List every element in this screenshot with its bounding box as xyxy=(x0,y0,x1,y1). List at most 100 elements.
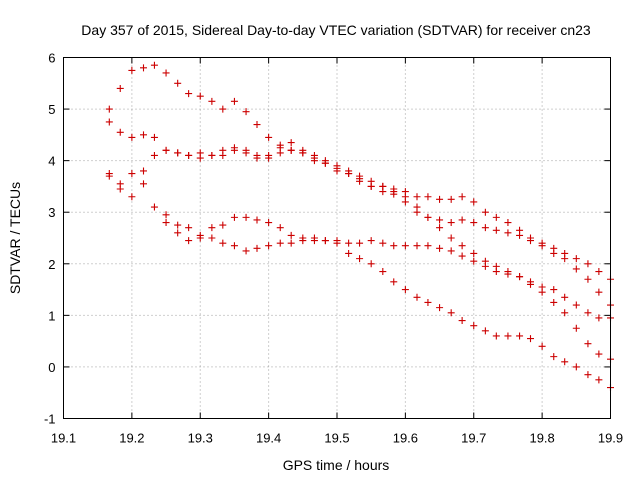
y-tick-label: 2 xyxy=(48,257,55,272)
data-point xyxy=(230,146,238,154)
data-point xyxy=(401,193,409,201)
data-point xyxy=(550,353,558,361)
data-point xyxy=(458,193,466,201)
data-point xyxy=(595,314,603,322)
data-point xyxy=(561,358,569,366)
data-point xyxy=(504,332,512,340)
y-tick-label: 0 xyxy=(48,360,55,375)
data-point xyxy=(174,229,182,237)
data-point xyxy=(116,84,124,92)
data-point xyxy=(458,242,466,250)
data-point xyxy=(401,286,409,294)
data-point xyxy=(436,224,444,232)
data-point xyxy=(367,260,375,268)
data-point xyxy=(492,332,500,340)
data-point xyxy=(550,298,558,306)
data-point xyxy=(139,64,147,72)
data-point xyxy=(436,195,444,203)
data-point xyxy=(516,231,524,239)
data-point xyxy=(356,255,364,263)
data-point xyxy=(356,177,364,185)
data-point xyxy=(572,265,580,273)
data-point xyxy=(276,239,284,247)
data-point xyxy=(150,133,158,141)
data-point xyxy=(413,293,421,301)
data-point xyxy=(379,268,387,276)
data-point xyxy=(265,154,273,162)
data-point xyxy=(538,288,546,296)
data-point xyxy=(470,257,478,265)
data-point xyxy=(538,342,546,350)
data-point xyxy=(242,213,250,221)
x-tick-label: 19.1 xyxy=(51,431,76,446)
chart-title: Day 357 of 2015, Sidereal Day-to-day VTE… xyxy=(81,22,591,38)
y-axis-label: SDTVAR / TECUs xyxy=(7,182,23,294)
y-tick-labels: -1 0 1 2 3 4 5 6 xyxy=(44,51,56,427)
data-point xyxy=(208,151,216,159)
data-point xyxy=(219,239,227,247)
series-track-4 xyxy=(105,172,614,363)
data-point xyxy=(595,376,603,384)
data-point xyxy=(208,224,216,232)
data-point xyxy=(458,252,466,260)
data-point xyxy=(105,118,113,126)
data-point xyxy=(265,242,273,250)
data-point xyxy=(276,224,284,232)
y-tick-label: 4 xyxy=(48,154,55,169)
data-point xyxy=(242,108,250,116)
data-point xyxy=(116,185,124,193)
data-point xyxy=(527,280,535,288)
data-point xyxy=(447,195,455,203)
data-point xyxy=(481,208,489,216)
data-point xyxy=(321,237,329,245)
data-point xyxy=(253,216,261,224)
data-point xyxy=(253,244,261,252)
data-point xyxy=(424,193,432,201)
data-point xyxy=(230,242,238,250)
x-tick-label: 19.9 xyxy=(598,431,623,446)
data-point xyxy=(424,213,432,221)
data-point xyxy=(436,244,444,252)
data-point xyxy=(390,188,398,196)
data-point xyxy=(504,270,512,278)
data-point xyxy=(139,131,147,139)
data-point xyxy=(139,167,147,175)
data-point xyxy=(310,234,318,242)
data-point xyxy=(424,298,432,306)
data-point xyxy=(527,335,535,343)
data-point xyxy=(345,170,353,178)
data-point xyxy=(150,203,158,211)
data-point xyxy=(584,340,592,348)
data-point xyxy=(310,157,318,165)
data-point xyxy=(345,249,353,257)
x-tick-label: 19.2 xyxy=(119,431,144,446)
data-point xyxy=(504,219,512,227)
data-point xyxy=(470,198,478,206)
data-point xyxy=(128,133,136,141)
data-point xyxy=(447,234,455,242)
data-point xyxy=(276,149,284,157)
data-point xyxy=(253,151,261,159)
data-point xyxy=(185,151,193,159)
data-point xyxy=(287,146,295,154)
data-point xyxy=(150,61,158,69)
data-point xyxy=(504,229,512,237)
data-point xyxy=(538,242,546,250)
data-point xyxy=(458,216,466,224)
data-point xyxy=(492,213,500,221)
data-point xyxy=(595,288,603,296)
data-point xyxy=(230,213,238,221)
y-tick-label: 1 xyxy=(48,308,55,323)
data-point xyxy=(584,275,592,283)
data-point xyxy=(481,224,489,232)
data-point xyxy=(299,237,307,245)
data-point xyxy=(595,350,603,358)
data-point xyxy=(242,247,250,255)
y-tick-label: -1 xyxy=(44,412,56,427)
data-point xyxy=(356,239,364,247)
data-point xyxy=(219,151,227,159)
data-point xyxy=(561,309,569,317)
x-tick-label: 19.3 xyxy=(188,431,213,446)
data-point xyxy=(527,237,535,245)
